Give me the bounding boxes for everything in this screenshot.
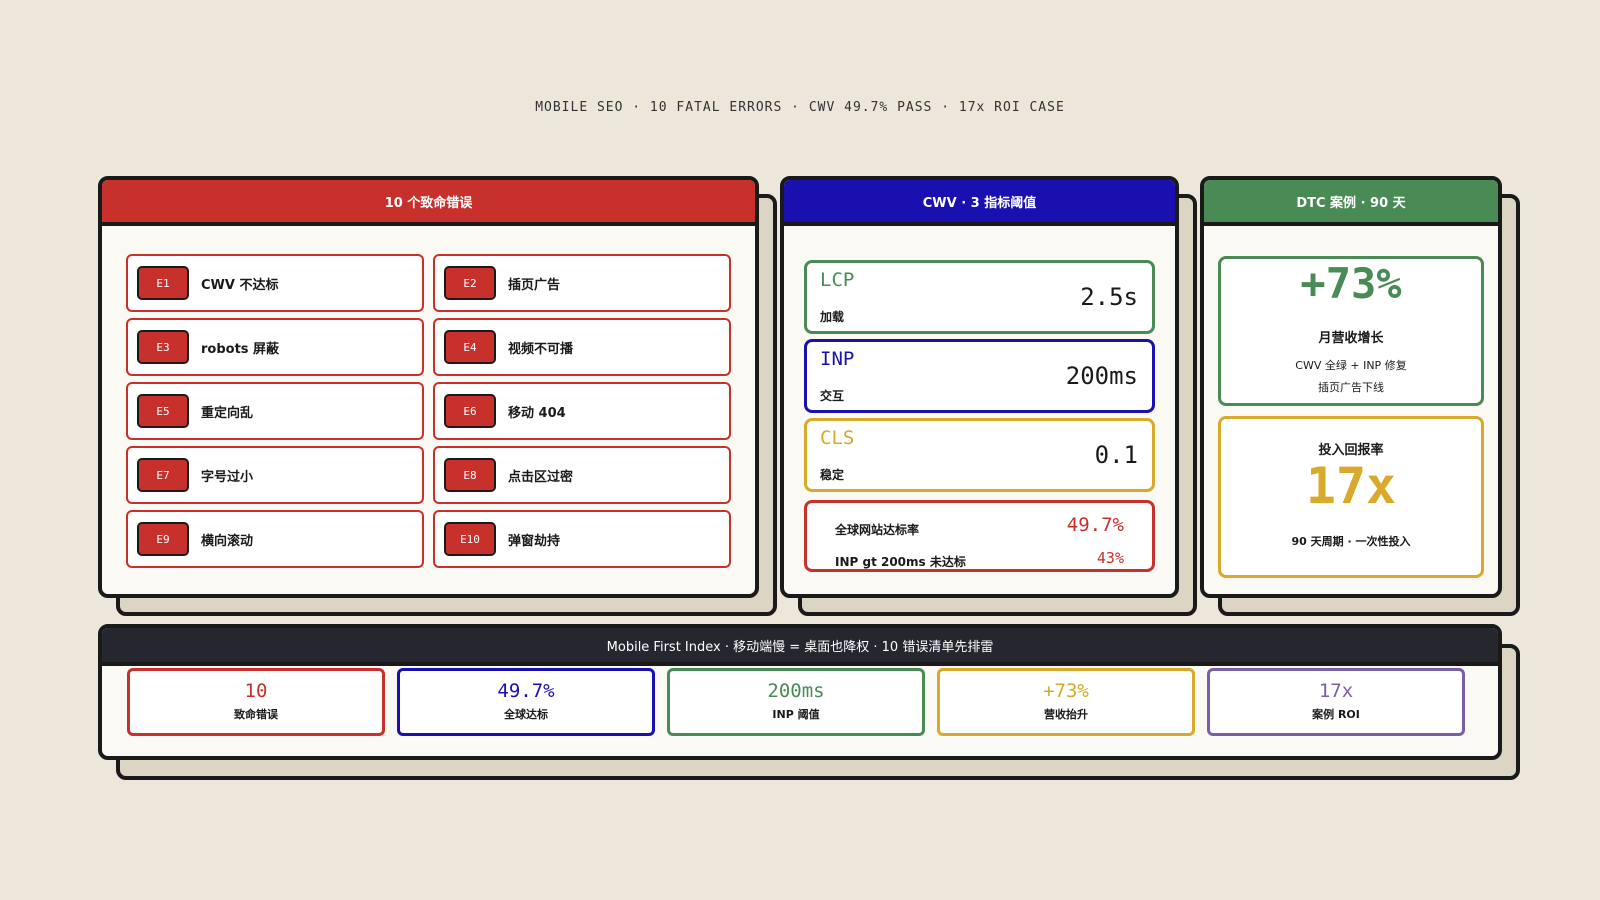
error-code: E2 (444, 266, 496, 300)
error-item: E6 移动 404 (433, 382, 731, 440)
kpi-box: 10 致命错误 (127, 668, 385, 736)
error-code: E5 (137, 394, 189, 428)
metric-value: 0.1 (1094, 441, 1138, 469)
growth-box: +73% 月营收增长 CWV 全绿 + INP 修复 插页广告下线 (1218, 256, 1484, 406)
case-title: DTC 案例 · 90 天 (1204, 180, 1498, 226)
kpi-label: 营收抬升 (1044, 708, 1088, 721)
footer-title: Mobile First Index · 移动端慢 = 桌面也降权 · 10 错… (102, 628, 1498, 666)
error-code: E3 (137, 330, 189, 364)
metric-box: CLS 稳定 0.1 (804, 418, 1155, 492)
stat-value: 49.7% (1066, 514, 1124, 536)
roi-value: 17x (1305, 457, 1397, 515)
kpi-value: 17x (1318, 680, 1354, 702)
metric-value: 200ms (1065, 362, 1138, 390)
error-label: 字号过小 (201, 469, 254, 485)
roi-label: 投入回报率 (1318, 443, 1384, 458)
kpi-box: 49.7% 全球达标 (397, 668, 655, 736)
error-item: E7 字号过小 (126, 446, 424, 504)
metric-desc: 交互 (820, 389, 845, 403)
error-item: E9 横向滚动 (126, 510, 424, 568)
kpi-box: +73% 营收抬升 (937, 668, 1195, 736)
error-label: 重定向乱 (201, 405, 254, 421)
stat-value: 43% (1096, 549, 1124, 567)
kpi-label: 致命错误 (234, 708, 278, 721)
error-label: CWV 不达标 (201, 277, 279, 293)
error-code: E1 (137, 266, 189, 300)
kpi-value: 10 (244, 680, 268, 702)
error-item: E3 robots 屏蔽 (126, 318, 424, 376)
error-code: E10 (444, 522, 496, 556)
error-item: E5 重定向乱 (126, 382, 424, 440)
error-item: E10 弹窗劫持 (433, 510, 731, 568)
metric-name: INP (820, 348, 855, 370)
cwv-panel: CWV · 3 指标阈值 全球网站达标率 49.7% INP gt 200ms … (780, 176, 1179, 598)
error-label: 视频不可播 (508, 341, 574, 357)
error-code: E7 (137, 458, 189, 492)
metric-box: INP 交互 200ms (804, 339, 1155, 413)
growth-note: 插页广告下线 (1318, 381, 1384, 394)
error-label: 弹窗劫持 (508, 533, 561, 549)
metric-value: 2.5s (1080, 283, 1138, 311)
footer-panel: Mobile First Index · 移动端慢 = 桌面也降权 · 10 错… (98, 624, 1502, 760)
error-label: 点击区过密 (508, 469, 574, 485)
error-code: E9 (137, 522, 189, 556)
cwv-title: CWV · 3 指标阈值 (784, 180, 1175, 226)
error-item: E8 点击区过密 (433, 446, 731, 504)
kpi-box: 17x 案例 ROI (1207, 668, 1465, 736)
growth-label: 月营收增长 (1318, 331, 1384, 346)
growth-note: CWV 全绿 + INP 修复 (1295, 359, 1407, 372)
kpi-box: 200ms INP 阈值 (667, 668, 925, 736)
subtitle: MOBILE SEO · 10 FATAL ERRORS · CWV 49.7%… (535, 100, 1065, 115)
stat-label: 全球网站达标率 (835, 523, 920, 537)
error-label: 移动 404 (508, 405, 566, 421)
case-panel: DTC 案例 · 90 天 +73% 月营收增长 CWV 全绿 + INP 修复… (1200, 176, 1502, 598)
error-code: E8 (444, 458, 496, 492)
roi-box: 投入回报率 17x 90 天周期 · 一次性投入 (1218, 416, 1484, 578)
kpi-value: +73% (1043, 680, 1089, 702)
error-item: E4 视频不可播 (433, 318, 731, 376)
error-item: E1 CWV 不达标 (126, 254, 424, 312)
errors-panel: 10 个致命错误 E1 CWV 不达标 E2 插页广告 E3 robots 屏蔽 E4 视频不… (98, 176, 759, 598)
metric-desc: 加载 (820, 310, 845, 324)
roi-note: 90 天周期 · 一次性投入 (1291, 535, 1411, 548)
error-label: robots 屏蔽 (201, 341, 280, 357)
kpi-label: INP 阈值 (772, 708, 820, 721)
stats-box: 全球网站达标率 49.7% INP gt 200ms 未达标 43% (804, 500, 1155, 572)
metric-name: LCP (820, 269, 855, 291)
error-item: E2 插页广告 (433, 254, 731, 312)
kpi-label: 案例 ROI (1312, 708, 1360, 721)
kpi-value: 200ms (767, 680, 825, 702)
error-label: 横向滚动 (201, 533, 254, 549)
errors-title: 10 个致命错误 (102, 180, 755, 226)
stat-label: INP gt 200ms 未达标 (835, 555, 966, 569)
error-code: E6 (444, 394, 496, 428)
error-code: E4 (444, 330, 496, 364)
metric-name: CLS (820, 427, 855, 449)
errors-grid: E1 CWV 不达标 E2 插页广告 E3 robots 屏蔽 E4 视频不可播 E5 重定向乱 E… (126, 254, 731, 568)
growth-value: +73% (1300, 259, 1402, 308)
kpi-value: 49.7% (497, 680, 555, 702)
kpi-label: 全球达标 (504, 708, 548, 721)
error-label: 插页广告 (508, 277, 561, 293)
metric-desc: 稳定 (820, 468, 845, 482)
metric-box: LCP 加载 2.5s (804, 260, 1155, 334)
